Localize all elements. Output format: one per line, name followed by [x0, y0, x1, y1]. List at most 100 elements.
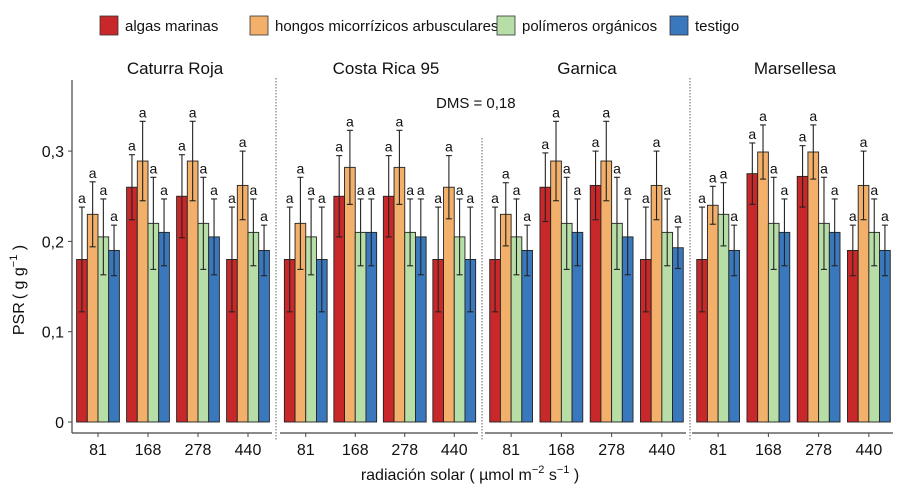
x-tick-label: 168 — [548, 442, 575, 459]
bar — [344, 166, 356, 423]
significance-letter: a — [385, 139, 393, 155]
significance-letter: a — [466, 190, 474, 206]
significance-letter: a — [178, 138, 186, 154]
significance-letter: a — [160, 182, 168, 198]
legend-swatch — [669, 15, 689, 36]
bar — [746, 173, 759, 423]
significance-letter: a — [770, 160, 778, 176]
y-tick-label: 0,2 — [42, 234, 64, 251]
x-tick-label: 81 — [297, 442, 315, 459]
bar — [589, 184, 602, 423]
significance-letter: a — [653, 134, 661, 150]
significance-letter: a — [513, 182, 521, 198]
significance-letter: a — [870, 182, 878, 198]
x-tick-label: 81 — [709, 442, 727, 459]
x-tick-label: 278 — [185, 442, 212, 459]
significance-letter: a — [199, 160, 207, 176]
significance-letter: a — [417, 182, 425, 198]
panels: Caturra Roja81aaaa168aaaa278aaaa440aaaaC… — [72, 59, 893, 459]
significance-letter: a — [624, 182, 632, 198]
significance-letter: a — [286, 190, 294, 206]
significance-letter: a — [491, 190, 499, 206]
significance-letter: a — [574, 182, 582, 198]
bar — [706, 204, 719, 423]
significance-letter: a — [456, 182, 464, 198]
x-tick-label: 278 — [598, 442, 625, 459]
legend-label: hongos micorrízicos arbusculares — [275, 18, 498, 35]
significance-letter: a — [698, 190, 706, 206]
significance-letter: a — [563, 160, 571, 176]
x-axis-title-main: radiación solar ( µmol m — [361, 467, 532, 484]
y-axis-title-close: ) — [11, 245, 28, 255]
x-axis-title-sup2: −1 — [557, 464, 570, 476]
significance-letter: a — [307, 182, 315, 198]
significance-letter: a — [642, 190, 650, 206]
bar — [807, 151, 820, 423]
significance-letter: a — [346, 113, 354, 129]
legend-swatch — [99, 15, 119, 36]
significance-letter: a — [759, 108, 767, 124]
x-axis-title-close: ) — [569, 467, 579, 484]
significance-letter: a — [396, 113, 404, 129]
y-axis-title-unit: ( g g — [11, 267, 28, 299]
legend-item: polímeros orgánicos — [496, 15, 657, 36]
significance-letter: a — [297, 160, 305, 176]
significance-letter: a — [831, 182, 839, 198]
significance-letter: a — [249, 182, 257, 198]
significance-letter: a — [820, 160, 828, 176]
significance-letter: a — [406, 182, 414, 198]
legend-swatch — [249, 15, 269, 36]
significance-letter: a — [149, 160, 157, 176]
significance-letter: a — [110, 208, 118, 224]
significance-letter: a — [541, 136, 549, 152]
significance-letter: a — [318, 190, 326, 206]
significance-letter: a — [674, 210, 682, 226]
significance-letter: a — [128, 138, 136, 154]
significance-letter: a — [602, 104, 610, 120]
x-tick-label: 440 — [235, 442, 262, 459]
x-tick-label: 440 — [441, 442, 468, 459]
x-axis-title: radiación solar ( µmol m−2 s−1 ) — [361, 464, 579, 484]
bar — [126, 186, 138, 423]
significance-letter: a — [748, 126, 756, 142]
x-tick-label: 81 — [89, 442, 107, 459]
x-tick-label: 440 — [856, 442, 883, 459]
y-tick-label: 0,1 — [42, 325, 64, 342]
panel-title: Garnica — [557, 59, 617, 78]
significance-letter: a — [552, 104, 560, 120]
legend: algas marinas hongos micorrízicos arbuscu… — [99, 15, 739, 36]
y-axis: 0 0,1 0,2 0,3 — [42, 80, 73, 433]
significance-letter: a — [730, 208, 738, 224]
x-tick-label: 81 — [502, 442, 520, 459]
dms-annotation: DMS = 0,18 — [436, 95, 516, 112]
y-axis-title-main: PSR — [11, 302, 28, 335]
y-axis-title: PSR ( g g−1 ) — [8, 245, 28, 335]
bar — [650, 184, 663, 423]
bar — [857, 184, 870, 423]
legend-item: hongos micorrízicos arbusculares — [249, 15, 498, 36]
legend-label: polímeros orgánicos — [522, 18, 657, 35]
panel-title: Caturra Roja — [127, 59, 224, 78]
x-tick-label: 168 — [342, 442, 369, 459]
x-axis-title-mid: s — [544, 467, 556, 484]
legend-label: algas marinas — [125, 18, 218, 35]
significance-letter: a — [99, 182, 107, 198]
significance-letter: a — [228, 190, 236, 206]
significance-letter: a — [663, 182, 671, 198]
legend-label: testigo — [695, 18, 739, 35]
significance-letter: a — [860, 134, 868, 150]
significance-letter: a — [335, 139, 343, 155]
significance-letter: a — [260, 208, 268, 224]
bar — [539, 186, 552, 423]
significance-letter: a — [239, 134, 247, 150]
legend-item: testigo — [669, 15, 739, 36]
x-tick-label: 278 — [805, 442, 832, 459]
significance-letter: a — [89, 165, 97, 181]
bar — [672, 247, 684, 423]
significance-letter: a — [139, 104, 147, 120]
y-tick-label: 0 — [55, 415, 64, 432]
